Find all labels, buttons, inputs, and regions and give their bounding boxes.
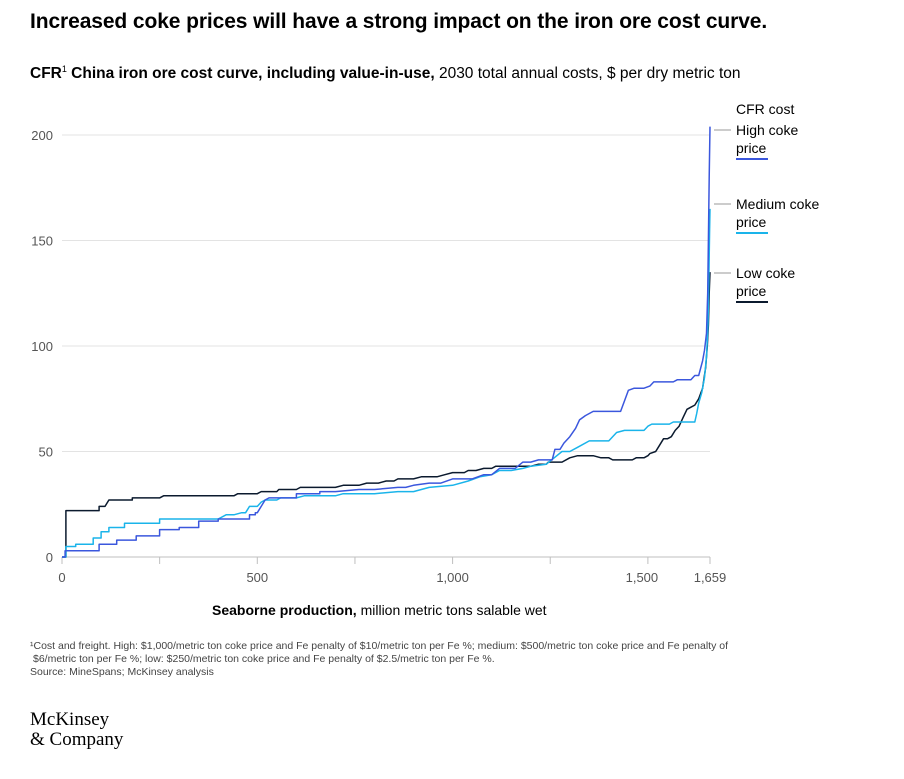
logo-line-1: McKinsey — [30, 709, 110, 730]
chart-title: Increased coke prices will have a strong… — [30, 10, 768, 33]
x-axis-title: Seaborne production, million metric tons… — [212, 602, 547, 618]
legend-swatch-low — [736, 301, 768, 303]
x-axis-title-bold: Seaborne production, — [212, 602, 357, 618]
y-tick-label: 150 — [31, 234, 53, 249]
x-axis-title-rest: million metric tons salable wet — [356, 602, 547, 618]
gridlines — [62, 134, 710, 452]
legend-leader-lines — [714, 129, 731, 274]
legend-label-high: High coke price — [736, 122, 799, 156]
legend-item-medium: Medium coke price — [736, 195, 832, 234]
subtitle-rest: 2030 total annual costs, $ per dry metri… — [434, 65, 741, 83]
legend-title: CFR cost — [736, 101, 795, 117]
y-tick-label: 0 — [46, 550, 53, 565]
series-lines — [62, 126, 711, 558]
legend-label-low: Low coke price — [736, 265, 796, 299]
x-tick-label: 500 — [246, 570, 268, 585]
x-tick-label: 1,000 — [436, 570, 469, 585]
series-line-low — [62, 272, 711, 558]
x-tick-label: 1,500 — [626, 570, 659, 585]
subtitle-footnote-marker: 1 — [61, 64, 67, 74]
series-line-high — [62, 126, 711, 558]
y-tick-label: 200 — [31, 128, 53, 143]
subtitle-bold-continued: China iron ore cost curve, including val… — [66, 65, 435, 83]
footnote: ¹Cost and freight. High: $1,000/metric t… — [30, 640, 810, 679]
footnote-line-1: ¹Cost and freight. High: $1,000/metric t… — [30, 640, 729, 652]
x-tick-label: 0 — [58, 570, 65, 585]
y-tick-label: 100 — [31, 339, 53, 354]
legend-swatch-high — [736, 158, 768, 160]
legend-swatch-medium — [736, 232, 768, 234]
mckinsey-logo: McKinsey & Company — [30, 710, 123, 750]
series-line-medium — [62, 208, 711, 558]
legend-item-high: High coke price — [736, 121, 816, 160]
x-tick-label: 1,659 — [694, 570, 727, 585]
y-tick-label: 50 — [39, 445, 53, 460]
source-line: Source: MineSpans; McKinsey analysis — [30, 666, 214, 678]
legend-label-medium: Medium coke price — [736, 196, 820, 230]
subtitle-bold: CFR — [30, 65, 62, 83]
chart-subtitle: CFR1 China iron ore cost curve, includin… — [30, 64, 741, 83]
logo-line-2: & Company — [30, 729, 124, 750]
legend-item-low: Low coke price — [736, 264, 816, 303]
axes: 0 50 100 150 200 0 500 1,000 1,500 1,659 — [31, 128, 726, 585]
footnote-line-2: $6/metric ton per Fe %; low: $250/metric… — [33, 653, 495, 665]
